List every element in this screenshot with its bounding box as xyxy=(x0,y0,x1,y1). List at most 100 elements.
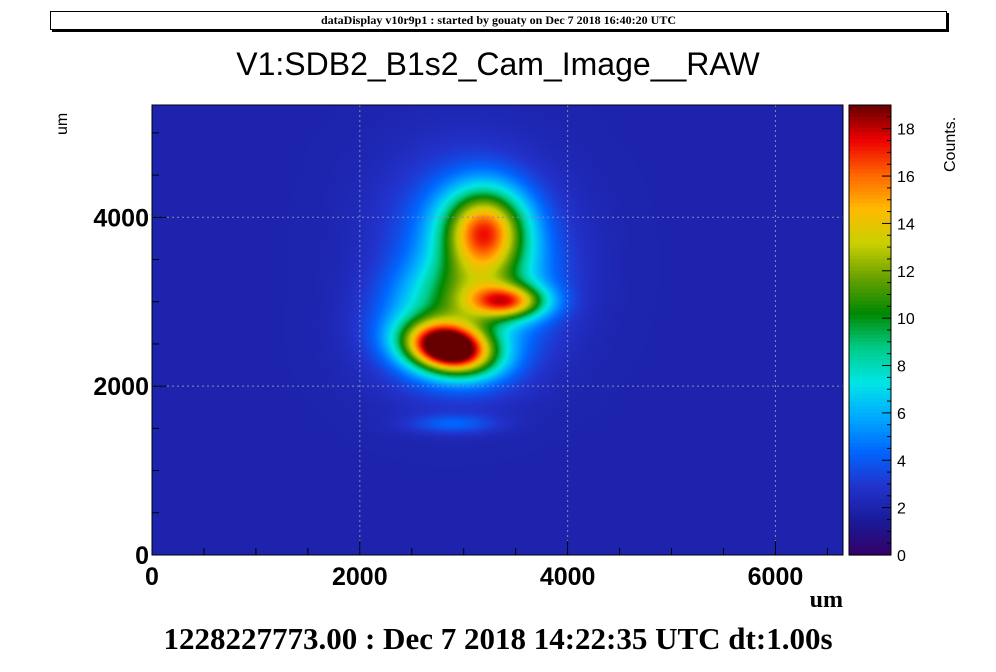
colorbar-segment xyxy=(849,378,891,384)
colorbar-segment xyxy=(849,468,891,474)
colorbar-segment xyxy=(849,412,891,417)
colorbar-segment xyxy=(849,273,891,279)
colorbar-tick-label: 14 xyxy=(897,216,915,233)
colorbar-segment xyxy=(849,472,891,477)
colorbar-segment xyxy=(849,532,891,537)
colorbar-segment xyxy=(849,142,891,147)
heatmap-image xyxy=(152,105,843,555)
colorbar-segment xyxy=(849,277,891,282)
footer-timestamp: 1228227773.00 : Dec 7 2018 14:22:35 UTC … xyxy=(163,621,833,656)
x-tick-label: 2000 xyxy=(332,563,388,591)
colorbar-segment xyxy=(849,225,891,230)
colorbar-segment xyxy=(849,423,891,429)
colorbar-segment xyxy=(849,360,891,365)
colorbar-segment xyxy=(849,543,891,549)
colorbar-segment xyxy=(849,127,891,132)
colorbar-segment xyxy=(849,187,891,192)
colorbar-segment xyxy=(849,363,891,369)
colorbar-segment xyxy=(849,540,891,545)
colorbar-segment xyxy=(849,322,891,327)
header-text: dataDisplay v10r9p1 : started by gouaty … xyxy=(321,13,676,27)
colorbar-segment xyxy=(849,536,891,541)
colorbar-segment xyxy=(849,303,891,309)
colorbar-segment xyxy=(849,281,891,286)
colorbar-segment xyxy=(849,168,891,174)
colorbar-segment xyxy=(849,348,891,354)
colorbar-segment xyxy=(849,172,891,177)
colorbar-segment xyxy=(849,401,891,406)
colorbar-segment xyxy=(849,311,891,316)
colorbar-segment xyxy=(849,416,891,421)
colorbar-tick-label: 4 xyxy=(897,453,906,470)
colorbar-segment xyxy=(849,457,891,462)
colorbar-segment xyxy=(849,146,891,151)
colorbar-segment xyxy=(849,202,891,207)
colorbar-segment xyxy=(849,153,891,159)
colorbar-segment xyxy=(849,258,891,264)
colorbar-segment xyxy=(849,315,891,320)
colorbar-segment xyxy=(849,427,891,432)
colorbar-segment xyxy=(849,236,891,241)
colorbar-segment xyxy=(849,438,891,444)
colorbar-segment xyxy=(849,397,891,402)
grid xyxy=(152,105,843,555)
y-tick-label: 0 xyxy=(135,542,149,570)
x-tick-label: 0 xyxy=(145,563,159,591)
colorbar-segment xyxy=(849,551,891,556)
axis-ticks xyxy=(151,132,828,556)
y-tick-label: 4000 xyxy=(93,204,149,232)
colorbar-segment xyxy=(849,480,891,485)
colorbar-segment xyxy=(849,341,891,346)
colorbar-segment xyxy=(849,228,891,234)
colorbar-segment xyxy=(849,442,891,447)
colorbar-segment xyxy=(849,255,891,260)
colorbar-segment xyxy=(849,135,891,140)
colorbar-segment xyxy=(849,300,891,305)
chart-title: V1:SDB2_B1s2_Cam_Image__RAW xyxy=(236,46,760,82)
colorbar-tick-label: 10 xyxy=(897,311,915,328)
colorbar-segment xyxy=(849,232,891,237)
colorbar-segment xyxy=(849,206,891,211)
colorbar-segment xyxy=(849,483,891,489)
colorbar-segment xyxy=(849,105,891,110)
colorbar-tick-label: 16 xyxy=(897,169,915,186)
colorbar-segment xyxy=(849,120,891,125)
x-tick-labels: 0 2000 4000 6000 xyxy=(145,563,803,591)
colorbar-segment xyxy=(849,465,891,470)
x-axis-label: um xyxy=(810,587,843,613)
colorbar-segment xyxy=(849,112,891,117)
colorbar-segment xyxy=(849,352,891,357)
colorbar-segment xyxy=(849,502,891,507)
colorbar-segment xyxy=(849,382,891,387)
colorbar-segment xyxy=(849,491,891,496)
colorbar-segment xyxy=(849,131,891,136)
colorbar-segment xyxy=(849,123,891,129)
colorbar-segment xyxy=(849,161,891,166)
y-tick-labels: 0 2000 4000 xyxy=(93,204,149,570)
colorbar-segment xyxy=(849,292,891,297)
colorbar-segment xyxy=(849,108,891,114)
colorbar-tick-label: 18 xyxy=(897,122,915,139)
colorbar-segment xyxy=(849,371,891,376)
colorbar-segment xyxy=(849,270,891,275)
colorbar-segment xyxy=(849,176,891,181)
colorbar-segment xyxy=(849,180,891,185)
colorbar-segment xyxy=(849,266,891,271)
colorbar-segment xyxy=(849,288,891,294)
colorbar-segment xyxy=(849,495,891,500)
x-tick-label: 4000 xyxy=(540,563,596,591)
colorbar-segment xyxy=(849,431,891,436)
colorbar-segment xyxy=(849,318,891,324)
colorbar-segment xyxy=(849,198,891,204)
colorbar-segment xyxy=(849,138,891,144)
colorbar-tick-label: 6 xyxy=(897,406,906,423)
plot-frame xyxy=(151,104,844,556)
x-tick-label: 6000 xyxy=(748,563,804,591)
colorbar-segment xyxy=(849,547,891,552)
colorbar-segment xyxy=(849,498,891,504)
colorbar: 0 2 4 6 8 10 12 14 16 18 xyxy=(848,104,915,565)
colorbar-segment xyxy=(849,528,891,534)
colorbar-segment xyxy=(849,461,891,466)
